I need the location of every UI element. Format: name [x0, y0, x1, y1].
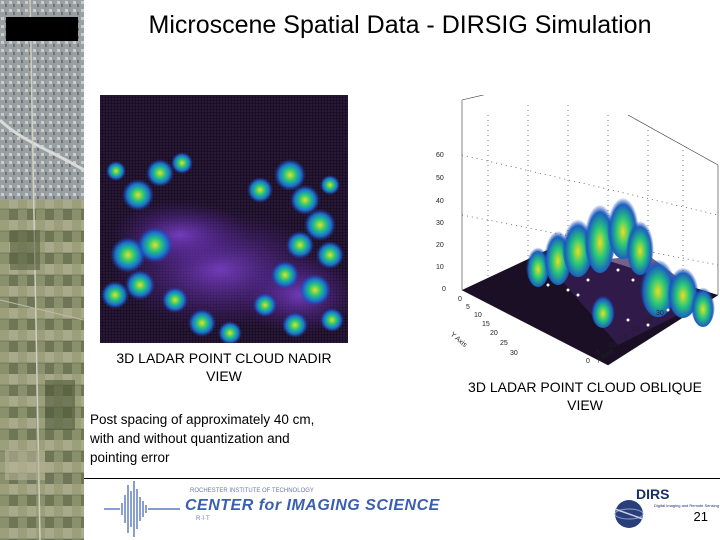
- waveform-icon: [104, 481, 180, 537]
- oblique-caption: 3D LADAR POINT CLOUD OBLIQUE VIEW: [468, 379, 702, 413]
- y-tick: 5: [466, 304, 470, 311]
- y-tick: 0: [458, 296, 462, 303]
- nadir-caption: 3D LADAR POINT CLOUD NADIR VIEW: [116, 350, 332, 384]
- x-tick: 20: [632, 326, 640, 333]
- x-tick: 25: [644, 318, 652, 325]
- footer-divider: [84, 478, 720, 479]
- z-tick: 30: [436, 220, 444, 227]
- y-axis-label: Y Axis: [449, 331, 469, 349]
- z-tick: 20: [436, 242, 444, 249]
- y-tick: 20: [490, 330, 498, 337]
- slide-title: Microscene Spatial Data - DIRSIG Simulat…: [148, 11, 652, 39]
- x-tick: 5: [596, 350, 600, 357]
- dirs-globe-icon: [614, 500, 644, 528]
- page-number: 21: [693, 509, 708, 524]
- nadir-point-cloud-image: [100, 95, 348, 343]
- z-tick: 50: [436, 175, 444, 182]
- y-tick: 25: [500, 340, 508, 347]
- dirs-subtitle: Digital Imaging and Remote Sensing: [654, 503, 719, 508]
- footer-graphics: [104, 481, 644, 537]
- x-tick: 0: [586, 358, 590, 365]
- z-tick: 0: [442, 286, 446, 293]
- x-tick: 10: [608, 342, 616, 349]
- z-tick: 40: [436, 198, 444, 205]
- x-tick: 30: [656, 310, 664, 317]
- rit-small-label: ROCHESTER INSTITUTE OF TECHNOLOGY: [190, 488, 314, 494]
- rit-label: R·I·T: [196, 516, 210, 522]
- black-label-box: [6, 17, 78, 41]
- z-tick: 60: [436, 152, 444, 159]
- post-spacing-note: Post spacing of approximately 40 cm, wit…: [90, 412, 315, 465]
- oblique-point-cloud-plot: 60 50 40 30 20 10 0 0 5 10 15 20 25 30 Y…: [436, 95, 719, 366]
- x-tick: 15: [620, 334, 628, 341]
- y-tick: 15: [482, 321, 490, 328]
- aerial-photo-sidebar: [0, 0, 84, 540]
- center-imaging-science-logo: CENTER for IMAGING SCIENCE: [185, 497, 440, 514]
- z-tick: 10: [436, 264, 444, 271]
- dirs-logo-text: DIRS: [636, 486, 670, 502]
- y-tick: 10: [474, 312, 482, 319]
- y-tick: 30: [510, 350, 518, 357]
